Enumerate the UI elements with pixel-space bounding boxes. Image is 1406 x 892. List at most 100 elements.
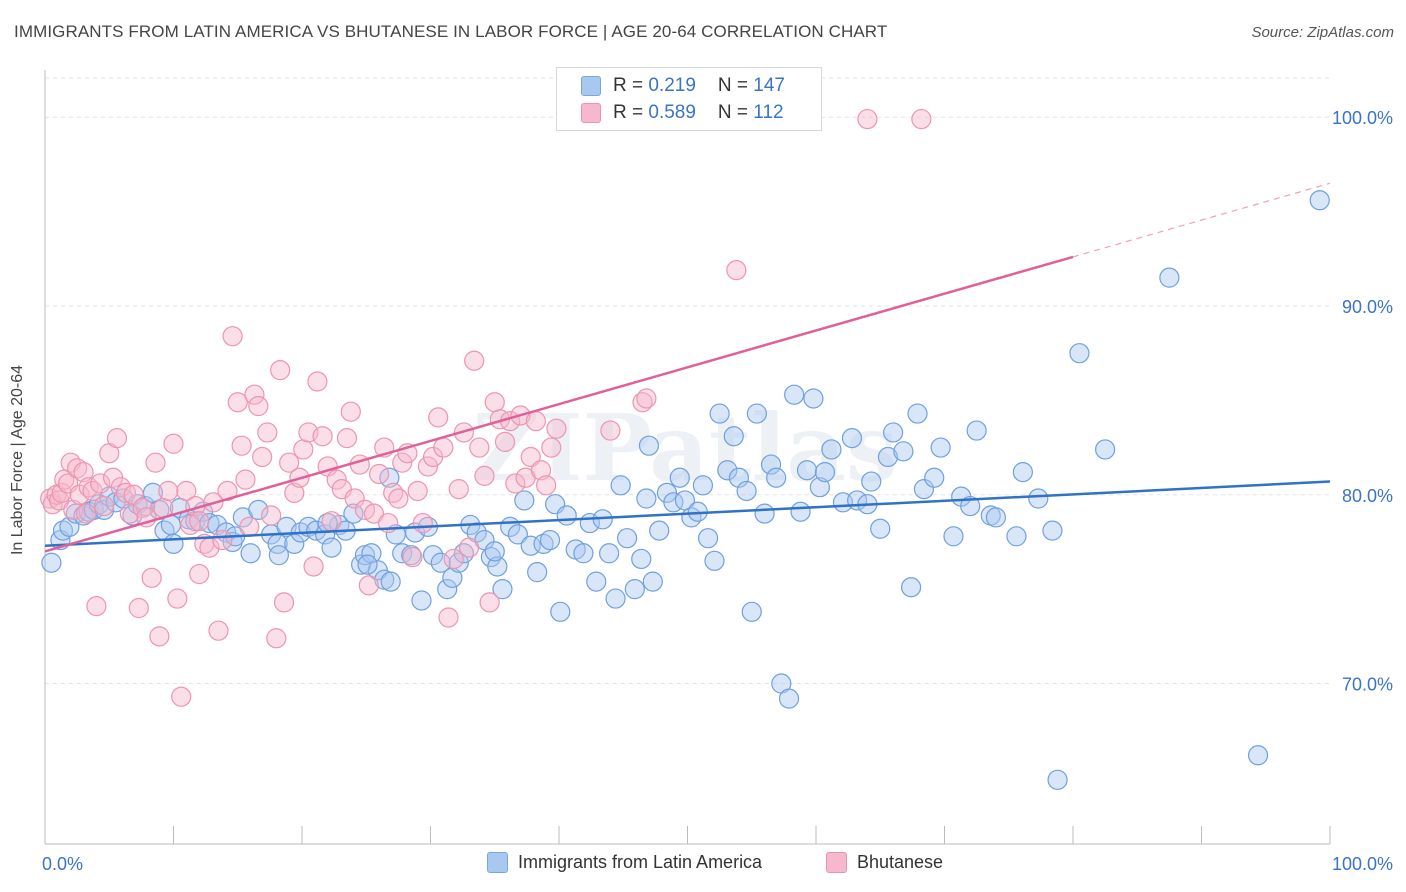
point-bhutanese xyxy=(494,431,516,452)
point-latin-america xyxy=(550,601,571,622)
point-latin-america xyxy=(422,545,444,566)
point-latin-america xyxy=(1309,190,1330,211)
point-bhutanese xyxy=(171,686,192,707)
point-bhutanese xyxy=(167,588,188,609)
point-bhutanese xyxy=(273,592,295,613)
point-bhutanese xyxy=(407,480,428,502)
point-bhutanese xyxy=(270,360,291,381)
trend-line-bhutanese xyxy=(44,255,1074,553)
point-latin-america xyxy=(741,601,762,622)
point-bhutanese xyxy=(392,452,413,473)
point-bhutanese xyxy=(78,477,99,498)
y-tick-label: 70.0% xyxy=(1342,675,1393,695)
point-bhutanese xyxy=(94,495,115,517)
point-latin-america xyxy=(163,533,184,554)
legend-swatch-latin-america xyxy=(581,76,601,96)
point-latin-america xyxy=(520,535,541,556)
point-latin-america xyxy=(760,454,782,475)
point-bhutanese xyxy=(417,456,439,477)
point-latin-america xyxy=(736,480,757,502)
point-latin-america xyxy=(1012,462,1033,483)
point-bhutanese xyxy=(279,452,300,473)
legend-row-latin-america: R = 0.219 N = 147 xyxy=(581,74,785,98)
series-label-latin-america: Immigrants from Latin America xyxy=(518,852,763,872)
r-value: 0.589 xyxy=(648,102,696,123)
point-bhutanese xyxy=(248,395,269,417)
point-bhutanese xyxy=(149,626,170,647)
point-latin-america xyxy=(985,507,1007,528)
point-bhutanese xyxy=(474,465,495,486)
point-bhutanese xyxy=(505,473,526,494)
trend-line-latin-america xyxy=(44,480,1331,547)
point-latin-america xyxy=(746,403,767,424)
point-bhutanese xyxy=(520,446,541,468)
point-latin-america xyxy=(669,467,690,488)
point-bhutanese xyxy=(321,511,342,532)
point-bhutanese xyxy=(176,480,197,502)
point-bhutanese xyxy=(244,384,265,405)
point-latin-america xyxy=(642,571,663,592)
point-latin-america xyxy=(809,477,830,498)
point-bhutanese xyxy=(141,567,162,588)
point-latin-america xyxy=(882,422,904,443)
point-latin-america xyxy=(610,475,631,496)
y-tick-label: 80.0% xyxy=(1342,486,1393,506)
point-latin-america xyxy=(907,403,928,424)
r-label: R = xyxy=(613,102,649,123)
point-bhutanese xyxy=(222,326,243,347)
point-bhutanese xyxy=(284,482,305,503)
point-bhutanese xyxy=(479,592,500,613)
series-legend-bhutanese: Bhutanese xyxy=(826,852,943,873)
point-latin-america xyxy=(599,543,620,564)
point-latin-america xyxy=(240,543,261,564)
point-latin-america xyxy=(966,420,987,441)
point-bhutanese xyxy=(458,537,480,558)
point-latin-america xyxy=(437,579,458,600)
point-bhutanese xyxy=(239,516,260,537)
point-latin-america xyxy=(357,554,378,575)
point-bhutanese xyxy=(402,546,423,568)
point-latin-america xyxy=(268,545,289,566)
point-latin-america xyxy=(1006,526,1027,547)
point-latin-america xyxy=(539,529,561,551)
point-bhutanese xyxy=(90,473,111,494)
point-bhutanese xyxy=(293,439,314,460)
chart-title: IMMIGRANTS FROM LATIN AMERICA VS BHUTANE… xyxy=(14,22,888,41)
point-bhutanese xyxy=(158,480,179,502)
point-bhutanese xyxy=(546,418,567,439)
legend-swatch-bhutanese xyxy=(581,103,601,123)
point-latin-america xyxy=(870,518,891,539)
point-latin-america xyxy=(784,384,805,405)
point-latin-america xyxy=(930,437,951,458)
point-latin-america xyxy=(507,524,528,545)
point-latin-america xyxy=(617,528,638,549)
point-latin-america xyxy=(697,528,719,549)
point-latin-america xyxy=(924,467,945,488)
point-latin-america xyxy=(527,562,548,583)
point-latin-america xyxy=(900,577,922,598)
point-bhutanese xyxy=(363,503,385,524)
point-bhutanese xyxy=(145,452,166,473)
point-bhutanese xyxy=(67,458,88,479)
point-bhutanese xyxy=(857,108,878,130)
point-latin-america xyxy=(430,552,451,573)
series-swatch-bhutanese xyxy=(826,852,847,873)
point-latin-america xyxy=(248,499,269,520)
point-latin-america xyxy=(59,516,80,537)
point-bhutanese xyxy=(636,388,657,409)
point-bhutanese xyxy=(525,411,546,432)
point-latin-america xyxy=(41,552,62,573)
point-latin-america xyxy=(586,571,607,592)
point-latin-america xyxy=(1047,769,1068,790)
point-latin-america xyxy=(796,460,818,481)
point-bhutanese xyxy=(303,556,324,577)
n-label: N = xyxy=(717,102,754,123)
point-bhutanese xyxy=(82,480,103,502)
n-label: N = xyxy=(717,75,754,96)
point-bhutanese xyxy=(369,463,390,485)
point-latin-america xyxy=(380,571,401,592)
point-latin-america xyxy=(754,503,775,524)
point-bhutanese xyxy=(484,392,505,413)
point-bhutanese xyxy=(212,529,233,551)
